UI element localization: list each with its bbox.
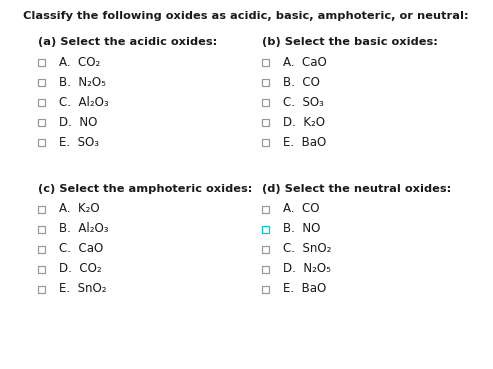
Text: A.  K₂O: A. K₂O (59, 203, 100, 215)
Text: (d) Select the neutral oxides:: (d) Select the neutral oxides: (262, 184, 451, 194)
Text: (b) Select the basic oxides:: (b) Select the basic oxides: (262, 37, 438, 47)
Bar (262, 119, 269, 126)
Text: C.  SnO₂: C. SnO₂ (283, 242, 331, 255)
Bar (262, 139, 269, 146)
Text: C.  Al₂O₃: C. Al₂O₃ (59, 96, 108, 108)
Text: C.  CaO: C. CaO (59, 242, 103, 255)
Text: (a) Select the acidic oxides:: (a) Select the acidic oxides: (38, 37, 217, 47)
Bar (262, 246, 269, 253)
Text: E.  BaO: E. BaO (283, 283, 326, 296)
Text: D.  CO₂: D. CO₂ (59, 262, 102, 276)
Text: B.  NO: B. NO (283, 223, 320, 235)
Bar (38, 139, 45, 146)
Bar (38, 206, 45, 213)
Bar (262, 286, 269, 293)
Text: E.  SnO₂: E. SnO₂ (59, 283, 106, 296)
Bar (262, 99, 269, 106)
Bar (38, 266, 45, 273)
Bar (38, 99, 45, 106)
Text: B.  Al₂O₃: B. Al₂O₃ (59, 223, 108, 235)
Text: B.  CO: B. CO (283, 76, 320, 89)
Bar (38, 119, 45, 126)
Bar (262, 79, 269, 86)
Text: Classify the following oxides as acidic, basic, amphoteric, or neutral:: Classify the following oxides as acidic,… (23, 11, 469, 21)
Bar (38, 79, 45, 86)
Bar (262, 206, 269, 213)
Text: D.  NO: D. NO (59, 115, 98, 128)
Bar (262, 226, 269, 233)
Text: A.  CO₂: A. CO₂ (59, 55, 100, 69)
Text: E.  BaO: E. BaO (283, 135, 326, 148)
Bar (38, 226, 45, 233)
Text: (c) Select the amphoteric oxides:: (c) Select the amphoteric oxides: (38, 184, 252, 194)
Bar (262, 59, 269, 66)
Bar (262, 266, 269, 273)
Bar (38, 59, 45, 66)
Text: A.  CaO: A. CaO (283, 55, 327, 69)
Text: C.  SO₃: C. SO₃ (283, 96, 324, 108)
Text: A.  CO: A. CO (283, 203, 319, 215)
Text: D.  K₂O: D. K₂O (283, 115, 325, 128)
Text: B.  N₂O₅: B. N₂O₅ (59, 76, 106, 89)
Bar (38, 286, 45, 293)
Text: E.  SO₃: E. SO₃ (59, 135, 99, 148)
Bar (38, 246, 45, 253)
Text: D.  N₂O₅: D. N₂O₅ (283, 262, 331, 276)
